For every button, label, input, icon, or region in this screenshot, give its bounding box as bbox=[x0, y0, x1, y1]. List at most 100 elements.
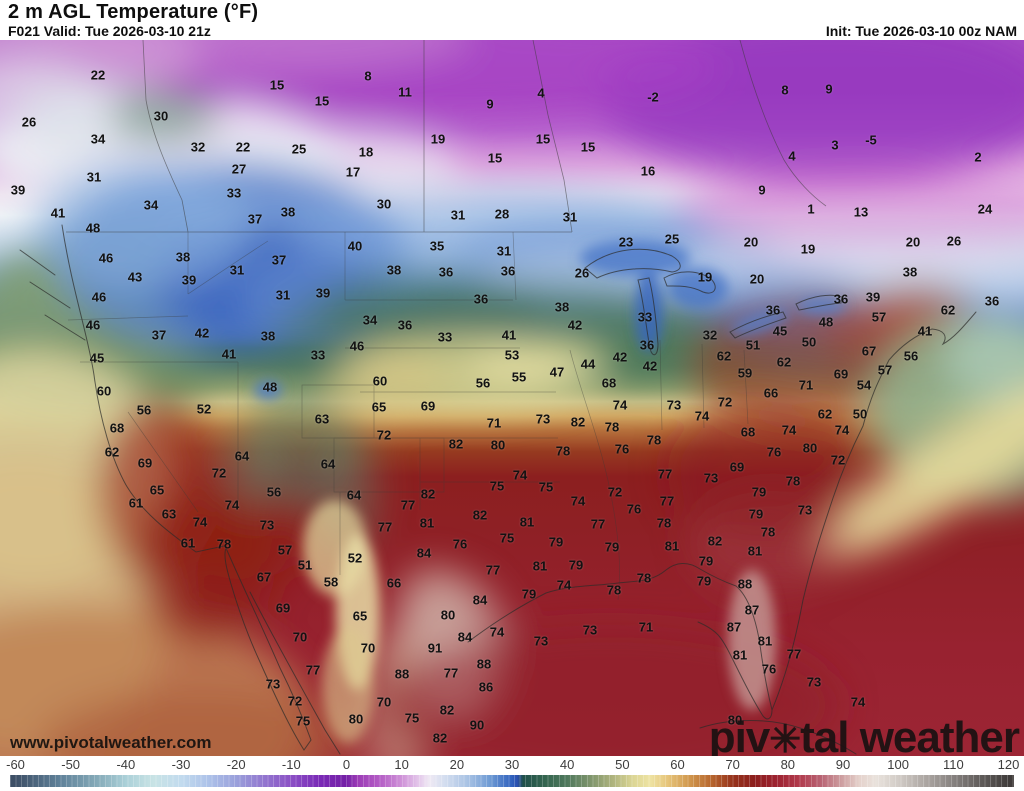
temperature-value: 70 bbox=[360, 640, 376, 656]
temperature-value: 66 bbox=[763, 385, 779, 401]
temperature-value: 74 bbox=[781, 422, 797, 438]
temperature-value: 20 bbox=[743, 234, 759, 250]
temperature-value: 74 bbox=[570, 493, 586, 509]
temperature-value: 73 bbox=[666, 397, 682, 413]
temperature-value: 15 bbox=[535, 131, 551, 147]
temperature-value: 13 bbox=[853, 204, 869, 220]
temperature-value: 88 bbox=[394, 666, 410, 682]
temperature-value: 64 bbox=[320, 456, 336, 472]
temperature-value: 56 bbox=[475, 375, 491, 391]
temperature-value: 65 bbox=[149, 482, 165, 498]
temperature-value: 80 bbox=[490, 437, 506, 453]
temperature-value: 45 bbox=[89, 350, 105, 366]
temperature-value: 84 bbox=[457, 629, 473, 645]
temperature-value: 77 bbox=[590, 516, 606, 532]
temperature-value: 72 bbox=[830, 452, 846, 468]
temperature-value: 78 bbox=[604, 419, 620, 435]
temperature-value: 55 bbox=[511, 369, 527, 385]
temperature-value: 31 bbox=[86, 169, 102, 185]
temperature-value: 42 bbox=[612, 349, 628, 365]
temperature-value: 88 bbox=[737, 576, 753, 592]
temperature-value: 60 bbox=[96, 383, 112, 399]
temperature-value: -5 bbox=[865, 132, 877, 148]
temperature-value: 31 bbox=[496, 243, 512, 259]
watermark-url: www.pivotalweather.com bbox=[10, 733, 212, 752]
brand-text-post: tal weather bbox=[800, 713, 1020, 757]
valid-time-label: F021 Valid: Tue 2026-03-10 21z bbox=[8, 23, 211, 39]
temperature-value: 70 bbox=[376, 694, 392, 710]
temperature-value: 77 bbox=[400, 497, 416, 513]
temperature-value: 11 bbox=[398, 84, 412, 100]
temperature-value: 33 bbox=[310, 347, 326, 363]
temperature-value: 77 bbox=[659, 493, 675, 509]
temperature-value: 74 bbox=[556, 577, 572, 593]
temperature-value: 64 bbox=[346, 487, 362, 503]
temperature-value: 82 bbox=[420, 486, 436, 502]
temperature-value: 75 bbox=[538, 479, 554, 495]
temperature-value: 78 bbox=[760, 524, 776, 540]
temperature-value: 19 bbox=[430, 131, 446, 147]
temperature-value: 81 bbox=[732, 647, 748, 663]
temperature-value: 70 bbox=[292, 629, 308, 645]
temperature-value: 32 bbox=[702, 327, 718, 343]
temperature-value: 20 bbox=[905, 234, 921, 250]
temperature-value: 24 bbox=[977, 201, 993, 217]
temperature-value: 37 bbox=[247, 211, 263, 227]
temperature-value: 71 bbox=[486, 415, 502, 431]
temperature-value: 82 bbox=[570, 414, 586, 430]
brand-text-pre: piv bbox=[708, 713, 771, 757]
temperature-value: 50 bbox=[852, 406, 868, 422]
temperature-value: 76 bbox=[761, 661, 777, 677]
temperature-value: 79 bbox=[696, 573, 712, 589]
temperature-value: 79 bbox=[751, 484, 767, 500]
temperature-value: 73 bbox=[265, 676, 281, 692]
temperature-value: 33 bbox=[226, 185, 242, 201]
temperature-value: 53 bbox=[504, 347, 520, 363]
temperature-value: 81 bbox=[532, 558, 548, 574]
temperature-value: 73 bbox=[535, 411, 551, 427]
temperature-value: 68 bbox=[109, 420, 125, 436]
temperature-value: 48 bbox=[818, 314, 834, 330]
colorbar-tick: -40 bbox=[116, 757, 136, 772]
temperature-value: 15 bbox=[314, 93, 330, 109]
temperature-value: 84 bbox=[472, 592, 488, 608]
temperature-value: 9 bbox=[486, 96, 494, 112]
temperature-value: 79 bbox=[548, 534, 564, 550]
temperature-value: 46 bbox=[85, 317, 101, 333]
temperature-value: 71 bbox=[798, 377, 814, 393]
temperature-value: 46 bbox=[349, 338, 365, 354]
temperature-value: 69 bbox=[275, 600, 291, 616]
temperature-value: 80 bbox=[440, 607, 456, 623]
temperature-value: 82 bbox=[448, 436, 464, 452]
temperature-value: 80 bbox=[727, 712, 743, 728]
colorbar-tick-labels: -60 -50 -40 -30 -20 -10 0 10 20 30 40 50 60 70 80 90 100… bbox=[6, 757, 1019, 773]
temperature-value: 74 bbox=[192, 514, 208, 530]
temperature-value: 39 bbox=[315, 285, 331, 301]
temperature-value: 80 bbox=[802, 440, 818, 456]
temperature-value: 74 bbox=[834, 422, 850, 438]
temperature-value: 1 bbox=[807, 201, 815, 217]
temperature-value: 72 bbox=[607, 484, 623, 500]
temperature-value: 30 bbox=[153, 108, 169, 124]
temperature-value: 9 bbox=[758, 182, 766, 198]
temperature-value: 36 bbox=[639, 337, 655, 353]
temperature-value: 75 bbox=[499, 530, 515, 546]
colorbar-tick: 20 bbox=[449, 757, 465, 772]
temperature-value: 74 bbox=[512, 467, 528, 483]
colorbar-tick: 110 bbox=[942, 757, 964, 772]
colorbar-tick: 100 bbox=[887, 757, 909, 772]
temperature-value: 48 bbox=[262, 379, 278, 395]
temperature-value: 62 bbox=[776, 354, 792, 370]
temperature-value: 72 bbox=[287, 693, 303, 709]
temperature-value: 75 bbox=[404, 710, 420, 726]
temperature-value: 81 bbox=[747, 543, 763, 559]
temperature-value: 37 bbox=[151, 327, 167, 343]
temperature-value: 64 bbox=[234, 448, 250, 464]
temperature-value: 59 bbox=[737, 365, 753, 381]
temperature-value: 15 bbox=[487, 150, 503, 166]
colorbar: -60 -50 -40 -30 -20 -10 0 10 20 30 40 50 60 70 80 90 100… bbox=[0, 756, 1024, 791]
temperature-value: 81 bbox=[664, 538, 680, 554]
temperature-value: 78 bbox=[656, 515, 672, 531]
temperature-value: 81 bbox=[419, 515, 435, 531]
